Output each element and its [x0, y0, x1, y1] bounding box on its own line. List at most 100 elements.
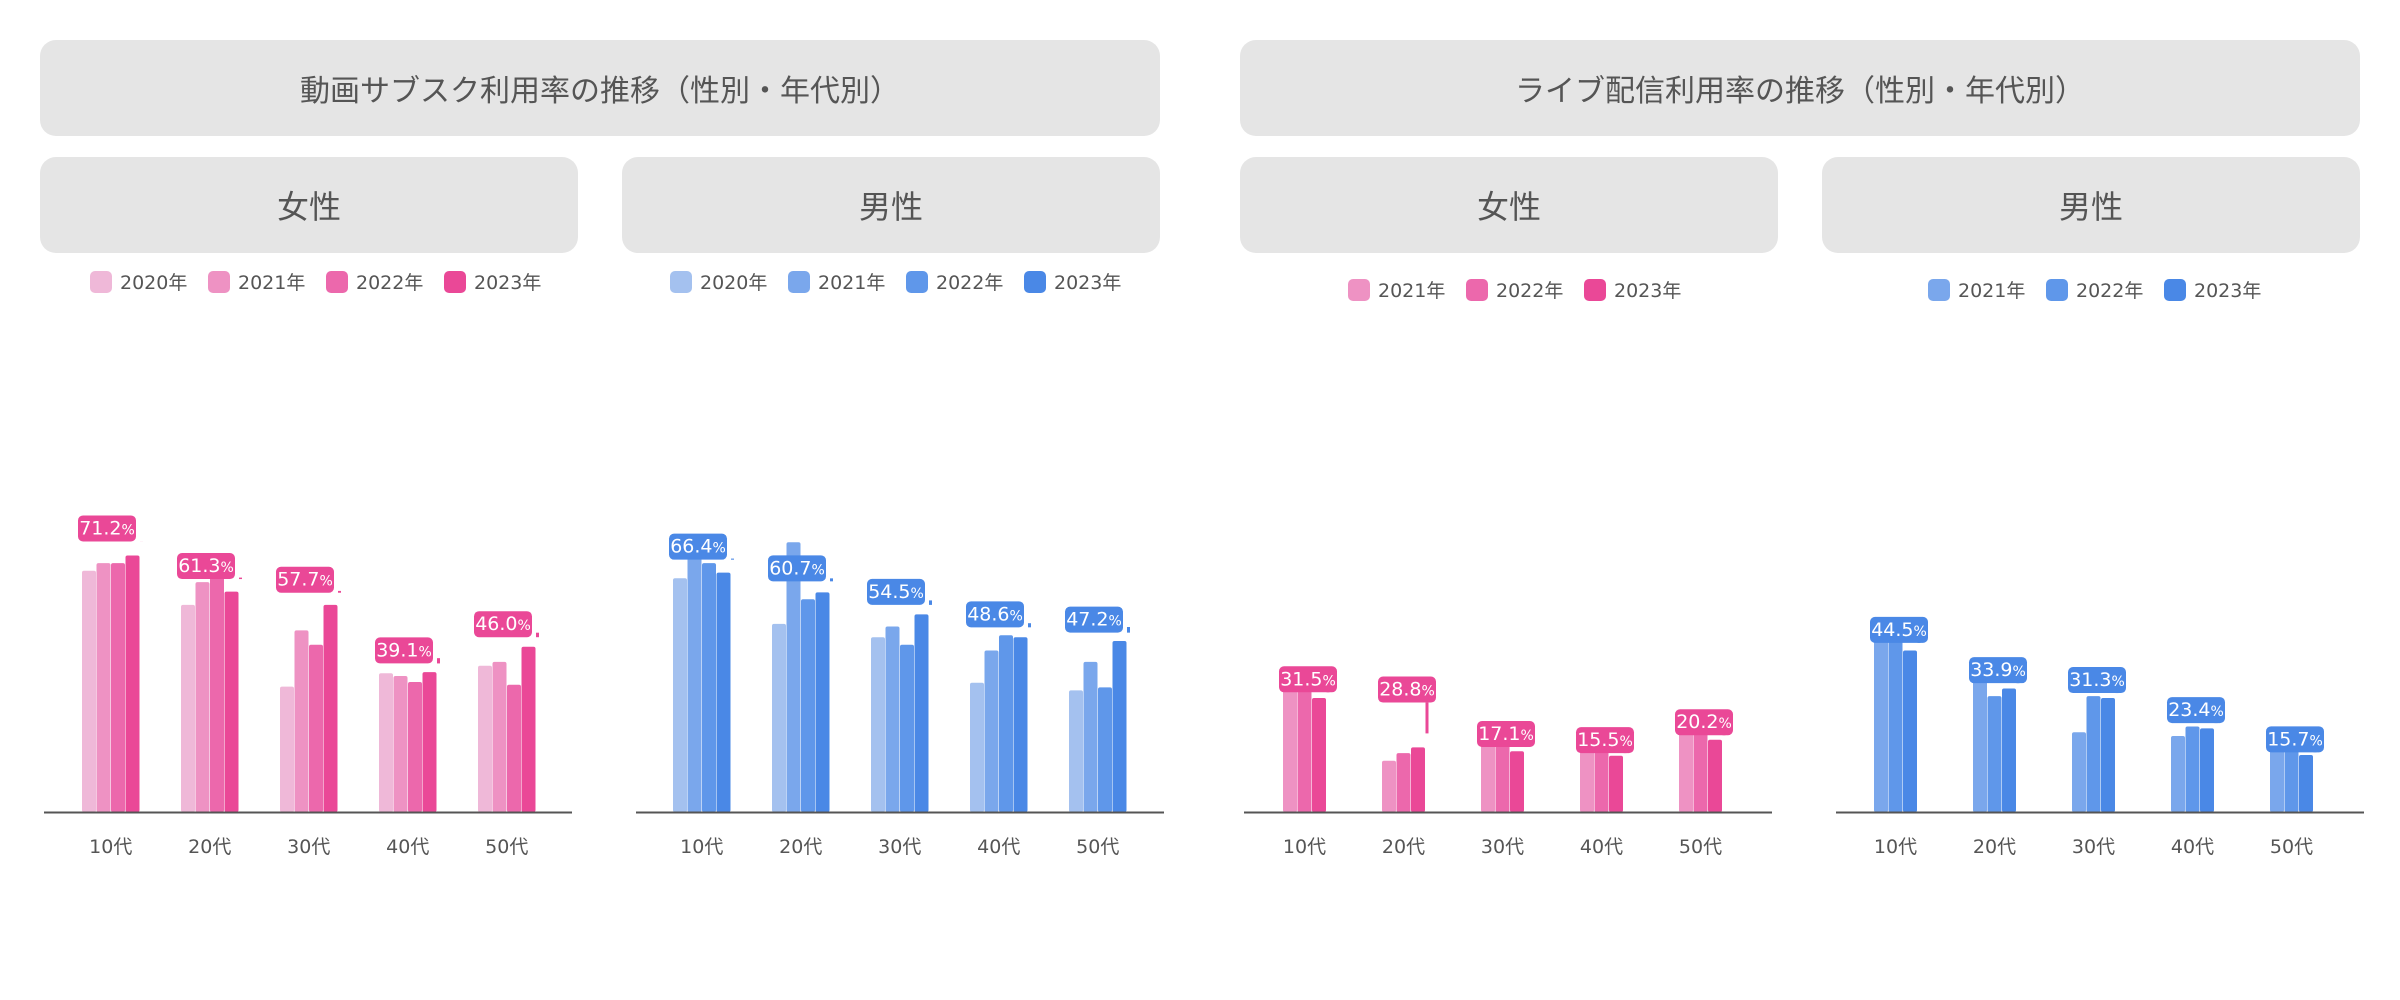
callout-box-4	[1675, 709, 1733, 736]
callout-label-2: 17.1%	[1478, 723, 1534, 745]
bar-0-1	[1297, 671, 1312, 812]
bar-3-2	[408, 682, 422, 812]
tick-label-0: 10代	[89, 836, 132, 858]
bar-3-0	[2171, 736, 2185, 812]
bar-1-1	[195, 582, 210, 812]
bar-4-3	[1112, 641, 1127, 812]
bar-2-0	[1481, 737, 1495, 812]
callout-box-2	[867, 578, 925, 605]
group-title-live-streaming: ライブ配信利用率の推移（性別・年代別）	[1240, 40, 2360, 136]
legend-swatch-2	[906, 271, 928, 293]
bar-1-0	[1973, 679, 1987, 812]
legend-label-0: 2021年	[1378, 280, 1445, 302]
bar-4-0	[1069, 690, 1083, 812]
bar-3-1	[1594, 747, 1609, 812]
callout-label-3: 48.6%	[967, 603, 1023, 625]
tick-label-3: 40代	[1580, 836, 1623, 858]
legend-label-1: 2022年	[2076, 280, 2143, 302]
bar-0-0	[1874, 625, 1888, 812]
callout-box-4	[1065, 606, 1123, 633]
tick-label-1: 20代	[1382, 836, 1425, 858]
bar-3-1	[984, 650, 999, 812]
bar-1-1	[1396, 753, 1411, 812]
bar-0-0	[673, 578, 687, 812]
callout-label-2: 57.7%	[277, 569, 333, 591]
legend-label-1: 2021年	[238, 272, 305, 294]
callout-box-4	[474, 611, 532, 638]
callout-box-3	[375, 637, 433, 664]
group-title-video-subscription: 動画サブスク利用率の推移（性別・年代別）	[40, 40, 1160, 136]
bar-4-0	[478, 665, 492, 812]
callout-label-0: 71.2%	[79, 517, 135, 539]
bar-3-1	[2185, 726, 2200, 812]
callout-label-4: 15.7%	[2267, 728, 2323, 750]
bar-1-2	[2002, 688, 2016, 812]
callout-label-1: 60.7%	[769, 557, 825, 579]
bar-3-2	[2200, 728, 2214, 812]
bar-1-2	[801, 599, 815, 812]
tick-label-2: 30代	[1481, 836, 1524, 858]
tick-label-1: 20代	[188, 836, 231, 858]
callout-label-2: 54.5%	[868, 581, 924, 603]
callout-box-3	[1576, 727, 1634, 754]
legend-label-2: 2023年	[2194, 280, 2261, 302]
bar-3-0	[970, 682, 984, 812]
bar-2-1	[2086, 696, 2101, 812]
legend-label-1: 2021年	[818, 272, 885, 294]
tick-label-4: 50代	[485, 836, 528, 858]
bar-1-2	[210, 563, 224, 812]
bar-0-1	[1888, 620, 1903, 812]
callout-label-4: 47.2%	[1066, 609, 1122, 631]
bar-1-0	[181, 604, 195, 812]
legend-swatch-1	[788, 271, 810, 293]
chart-panel-3: 2021年 2022年 2023年 10代 20代 30代 40代 50代 44.5% 33.9%…	[1836, 279, 2364, 858]
tick-label-4: 50代	[2270, 836, 2313, 858]
tick-label-1: 20代	[779, 836, 822, 858]
tick-label-1: 20代	[1973, 836, 2016, 858]
callout-box-1	[1378, 676, 1436, 703]
tick-label-3: 40代	[977, 836, 1020, 858]
bar-3-0	[379, 673, 393, 812]
chart-panel-1: 2020年 2021年 2022年 2023年 10代 20代 30代 40代 50代 66.4%…	[636, 271, 1164, 858]
legend-swatch-3	[1024, 271, 1046, 293]
callout-label-1: 28.8%	[1379, 679, 1435, 701]
bar-0-0	[82, 570, 96, 812]
bar-0-2	[702, 563, 716, 812]
bar-4-1	[1083, 661, 1098, 812]
legend-swatch-0	[1928, 279, 1950, 301]
bar-0-1	[687, 542, 702, 812]
legend-label-3: 2023年	[1054, 272, 1121, 294]
tick-label-0: 10代	[680, 836, 723, 858]
bar-0-2	[1312, 698, 1326, 812]
bar-1-0	[772, 623, 786, 812]
bar-1-1	[1987, 696, 2002, 812]
legend-label-2: 2022年	[936, 272, 1003, 294]
bar-2-1	[294, 630, 309, 812]
callout-box-0	[1870, 616, 1928, 643]
bar-2-3	[323, 604, 338, 812]
legend-swatch-1	[2046, 279, 2068, 301]
bar-0-2	[111, 563, 125, 812]
legend-swatch-0	[1348, 279, 1370, 301]
callout-label-2: 31.3%	[2069, 669, 2125, 691]
callout-box-0	[1279, 666, 1337, 693]
bar-2-3	[914, 614, 929, 812]
callout-label-4: 20.2%	[1676, 711, 1732, 733]
callout-box-2	[1477, 721, 1535, 748]
callout-label-3: 23.4%	[2168, 699, 2224, 721]
bar-3-2	[999, 635, 1013, 812]
callout-label-0: 31.5%	[1280, 668, 1336, 690]
callout-box-1	[1969, 657, 2027, 684]
panel-title-live-female: 女性	[1240, 157, 1778, 253]
callout-box-4	[2266, 726, 2324, 753]
legend-swatch-0	[90, 271, 112, 293]
panel-title-video-male: 男性	[622, 157, 1160, 253]
bar-4-2	[1098, 687, 1112, 812]
bar-3-2	[1609, 755, 1623, 812]
legend-swatch-1	[1466, 279, 1488, 301]
callout-label-1: 61.3%	[178, 555, 234, 577]
tick-label-2: 30代	[2072, 836, 2115, 858]
bar-1-3	[224, 591, 239, 812]
chart-panel-2: 2021年 2022年 2023年 10代 20代 30代 40代 50代 31.5% 28.8%…	[1244, 279, 1772, 858]
